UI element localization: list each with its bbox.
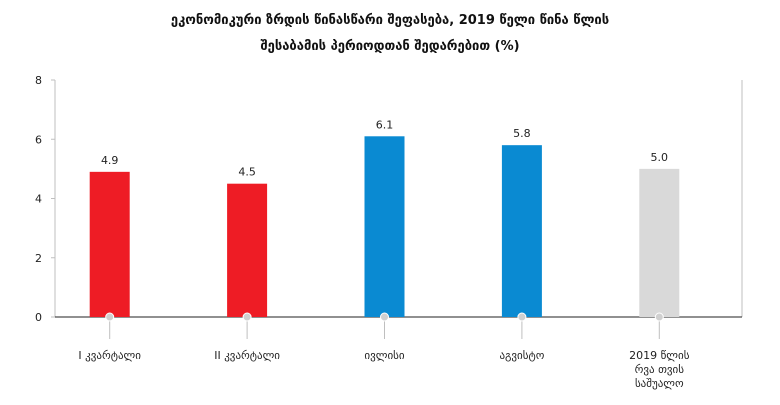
- bar: [89, 171, 130, 317]
- data-label: 4.5: [238, 166, 256, 179]
- data-label: 5.0: [651, 151, 669, 164]
- category-label: II კვარტალი: [214, 349, 280, 362]
- category-label: რვა თვის: [635, 363, 685, 376]
- category-label: I კვარტალი: [78, 349, 141, 362]
- chart-title: ეკონომიკური ზრდის წინასწარი შეფასება, 20…: [0, 8, 780, 60]
- bar: [227, 183, 268, 317]
- bar: [639, 168, 680, 317]
- y-tick-label: 6: [35, 133, 42, 146]
- bar: [501, 145, 542, 317]
- category-label: საშუალო: [635, 377, 684, 390]
- chart-title-line-1: ეკონომიკური ზრდის წინასწარი შეფასება, 20…: [170, 13, 610, 28]
- category-label: ივლისი: [364, 349, 404, 362]
- y-tick-label: 0: [35, 311, 42, 324]
- y-tick-label: 8: [35, 74, 42, 87]
- data-label: 4.9: [101, 154, 119, 167]
- category-marker: [242, 312, 252, 322]
- category-marker: [517, 312, 527, 322]
- category-marker: [380, 312, 389, 322]
- bar: [364, 136, 405, 317]
- category-marker: [105, 312, 115, 322]
- category-label: 2019 წლის: [629, 349, 690, 362]
- y-tick-label: 4: [35, 193, 42, 206]
- y-tick-label: 2: [35, 252, 42, 265]
- data-label: 6.1: [376, 118, 394, 131]
- category-label: აგვისტო: [499, 349, 544, 362]
- chart-title-line-2: შესაბამის პერიოდთან შედარებით (%): [260, 39, 520, 54]
- data-label: 5.8: [513, 127, 531, 140]
- category-marker: [654, 312, 664, 322]
